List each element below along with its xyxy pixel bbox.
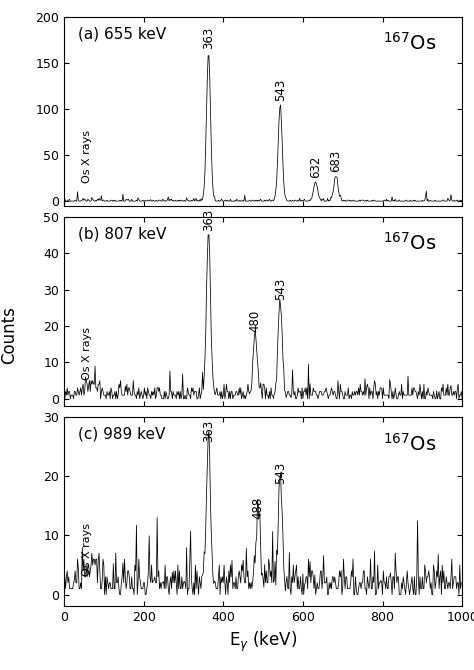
Text: Os X rays: Os X rays <box>82 326 92 380</box>
Text: 683: 683 <box>329 149 342 172</box>
Text: 543: 543 <box>273 461 287 484</box>
Text: 632: 632 <box>309 155 322 178</box>
Text: Os X rays: Os X rays <box>82 523 92 576</box>
Text: 363: 363 <box>202 208 215 230</box>
Text: (b) 807 keV: (b) 807 keV <box>78 226 166 241</box>
Text: $^{167}$Os: $^{167}$Os <box>383 32 436 54</box>
Text: 363: 363 <box>202 27 215 49</box>
Text: Os X rays: Os X rays <box>82 130 92 183</box>
Text: 363: 363 <box>202 420 215 442</box>
Text: $^{167}$Os: $^{167}$Os <box>383 232 436 254</box>
Text: Counts: Counts <box>0 306 18 364</box>
Text: 488: 488 <box>252 496 265 519</box>
Text: (c) 989 keV: (c) 989 keV <box>78 427 165 442</box>
Text: 480: 480 <box>248 310 262 332</box>
Text: $^{167}$Os: $^{167}$Os <box>383 433 436 454</box>
Text: 543: 543 <box>273 79 287 101</box>
Text: (a) 655 keV: (a) 655 keV <box>78 26 166 41</box>
X-axis label: E$_{\gamma}$ (keV): E$_{\gamma}$ (keV) <box>229 630 297 654</box>
Text: 543: 543 <box>273 277 287 299</box>
